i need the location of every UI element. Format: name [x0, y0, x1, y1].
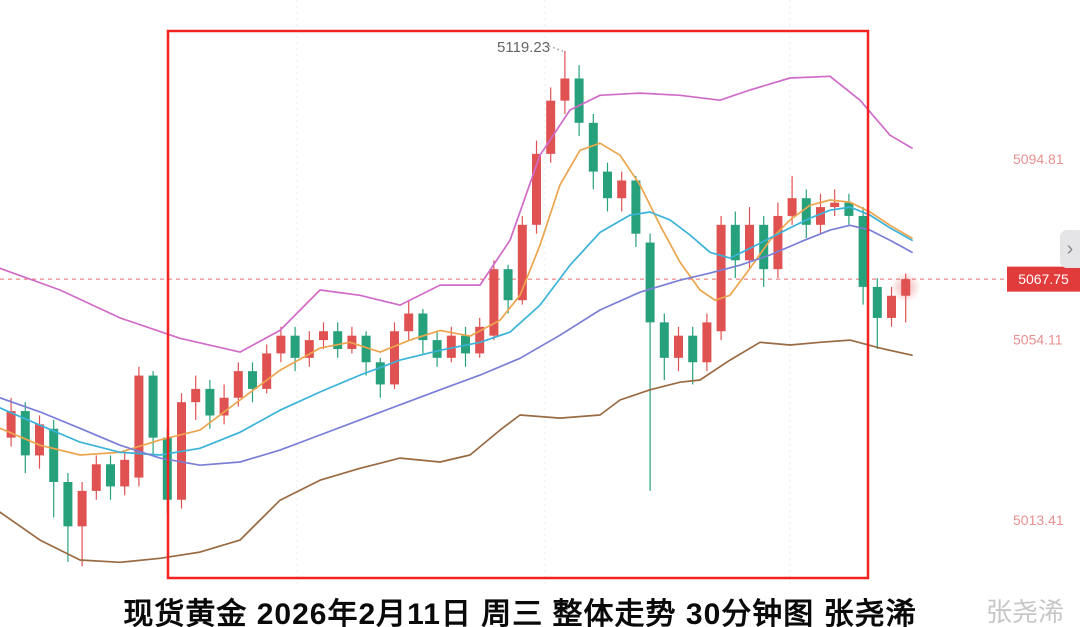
candle-body — [560, 78, 570, 101]
ma-slow-line — [0, 224, 913, 467]
candle-body — [361, 335, 371, 363]
chart-caption: 现货黄金 2026年2月11日 周三 整体走势 30分钟图 张尧浠 — [123, 598, 917, 627]
candle-body — [404, 313, 414, 332]
candle-body — [432, 340, 442, 358]
candle-body — [91, 464, 101, 491]
candle-body — [659, 322, 669, 358]
candle-body — [262, 353, 272, 389]
candle-body — [801, 198, 811, 225]
candle-body — [745, 224, 754, 261]
candle-body — [872, 286, 882, 318]
candle-body — [702, 322, 712, 363]
candle-body — [816, 207, 825, 225]
overlay-lines-layer — [0, 75, 913, 564]
candle-body — [63, 482, 73, 527]
candle-body — [674, 335, 683, 358]
peak-price-label: 5119.23 — [497, 39, 550, 56]
candle-body — [319, 331, 328, 341]
candle-body — [574, 78, 584, 123]
price-axis-labels: 5094.81 5054.11 5013.41 — [1013, 151, 1064, 528]
candle-body — [304, 340, 314, 358]
candle-body — [333, 331, 343, 349]
candle-body — [617, 180, 627, 199]
candle-body — [844, 202, 854, 216]
candle-body — [759, 224, 769, 270]
candle-body — [887, 295, 896, 318]
candle-body — [489, 269, 499, 336]
badge-background — [1007, 266, 1080, 292]
current-price-badge: 5067.75 — [1007, 266, 1080, 292]
gridlines-layer — [296, 0, 791, 585]
candle-body — [134, 375, 144, 478]
candle-body — [475, 326, 485, 354]
candle-body — [375, 362, 385, 385]
candle-body — [446, 335, 456, 358]
candle-body — [35, 424, 44, 456]
candle-body — [716, 224, 726, 332]
chevron-right-icon: › — [1066, 237, 1074, 260]
candle-body — [390, 331, 399, 385]
candle-body — [517, 224, 527, 301]
candle-body — [120, 459, 130, 487]
candle-body — [787, 198, 797, 216]
candle-body — [773, 215, 783, 270]
author-watermark: 张尧浠 — [985, 597, 1064, 627]
peak-label-leader — [548, 45, 566, 53]
bollinger-upper-line — [0, 75, 913, 353]
axis-price-label: 5054.11 — [1013, 332, 1063, 348]
candles-layer — [6, 50, 911, 567]
scroll-right-tab[interactable]: › — [1060, 230, 1080, 268]
badge-price-text: 5067.75 — [1018, 271, 1069, 287]
candle-body — [858, 215, 868, 287]
candle-body — [205, 388, 215, 416]
ma-fast-line — [0, 142, 913, 456]
candle-body — [730, 224, 740, 261]
candle-body — [6, 411, 16, 438]
candle-body — [290, 335, 300, 358]
candle-body — [219, 397, 229, 416]
candle-body — [49, 428, 59, 483]
candle-body — [276, 335, 286, 354]
annotation-rectangle — [166, 29, 870, 580]
candle-body — [233, 371, 243, 398]
ma-mid-line — [0, 206, 913, 456]
candle-body — [532, 153, 541, 225]
candle-body — [148, 375, 158, 438]
current-price-glow — [890, 272, 921, 303]
candle-body — [77, 490, 87, 527]
candle-body — [588, 122, 598, 172]
candle-body — [106, 464, 115, 487]
candle-body — [688, 335, 698, 363]
candle-body — [546, 100, 556, 154]
bollinger-lower-line — [0, 339, 913, 564]
candle-body — [248, 371, 257, 389]
candle-body — [631, 180, 641, 234]
axis-price-label: 5013.41 — [1013, 512, 1064, 528]
axis-price-label: 5094.81 — [1013, 151, 1064, 167]
candle-body — [418, 313, 428, 341]
candle-body — [830, 202, 840, 208]
candle-body — [603, 171, 612, 199]
candle-body — [645, 242, 655, 323]
candle-body — [191, 388, 201, 403]
candle-body — [503, 269, 513, 301]
candle-body — [20, 411, 30, 456]
